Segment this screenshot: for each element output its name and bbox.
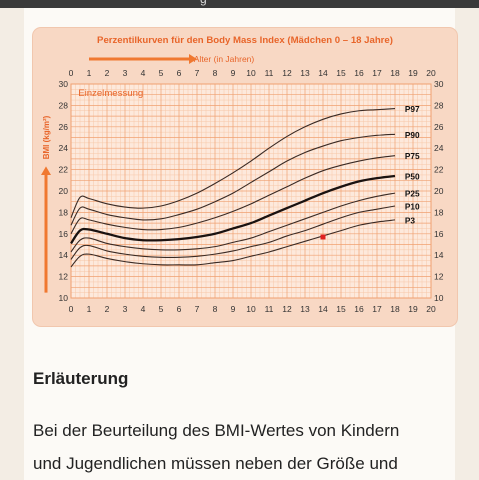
y-tick-label-left: 28: [59, 100, 69, 110]
x-tick-label-top: 18: [390, 68, 400, 78]
chart-title: Perzentilkurven für den Body Mass Index …: [97, 35, 393, 46]
x-tick-label-top: 0: [69, 68, 74, 78]
plot-border: [70, 83, 432, 299]
x-tick-label-bottom: 9: [231, 304, 236, 314]
x-tick-label-bottom: 2: [105, 304, 110, 314]
x-tick-label-top: 11: [265, 68, 274, 78]
series-line-p50: [70, 174, 396, 245]
y-tick-label-right: 18: [434, 207, 444, 217]
x-tick-label-top: 2: [105, 68, 110, 78]
x-tick-label-top: 20: [426, 68, 436, 78]
x-tick-label-bottom: 4: [141, 304, 146, 314]
x-tick-label-bottom: 7: [195, 304, 200, 314]
measurement-marker: [320, 234, 326, 240]
chart-subtitle: Einzelmessung: [78, 88, 143, 99]
y-tick-label-left: 26: [59, 122, 69, 132]
x-tick-label-bottom: 20: [426, 304, 436, 314]
bmi-chart-card: Perzentilkurven für den Body Mass Index …: [33, 28, 457, 326]
series-line-p25: [70, 192, 396, 253]
left-page-edge: [0, 8, 24, 480]
y-tick-label-left: 24: [59, 143, 69, 153]
x-tick-label-top: 1: [87, 68, 92, 78]
x-tick-label-top: 6: [177, 68, 182, 78]
bmi-percentile-chart: Perzentilkurven für den Body Mass Index …: [41, 35, 444, 314]
series-line-p90: [70, 133, 396, 226]
x-tick-label-top: 13: [300, 68, 310, 78]
series-label-p3: P3: [405, 215, 416, 225]
right-page-edge: [455, 8, 479, 480]
x-tick-label-top: 7: [195, 68, 200, 78]
y-tick-label-left: 12: [59, 272, 69, 282]
x-tick-label-bottom: 0: [69, 304, 74, 314]
y-tick-label-right: 24: [434, 143, 444, 153]
y-tick-label-right: 10: [434, 293, 444, 303]
series-line-p97: [70, 108, 396, 218]
x-tick-label-top: 14: [318, 68, 328, 78]
y-tick-label-left: 10: [59, 293, 69, 303]
series-label-p10: P10: [405, 201, 420, 211]
paragraph-line-1: Bei der Beurteilung des BMI-Wertes von K…: [33, 421, 400, 440]
x-tick-label-bottom: 5: [159, 304, 164, 314]
x-tick-label-bottom: 6: [177, 304, 182, 314]
y-tick-label-right: 30: [434, 79, 444, 89]
y-tick-label-left: 14: [59, 250, 69, 260]
x-tick-label-bottom: 13: [300, 304, 310, 314]
y-tick-label-left: 30: [59, 79, 69, 89]
x-tick-label-bottom: 16: [354, 304, 364, 314]
x-tick-label-top: 16: [354, 68, 364, 78]
x-tick-label-bottom: 3: [123, 304, 128, 314]
x-tick-label-top: 4: [141, 68, 146, 78]
series-label-p50: P50: [405, 172, 420, 182]
x-tick-label-top: 12: [282, 68, 292, 78]
paragraph-line-2: und Jugendlichen müssen neben der Größe …: [33, 454, 398, 473]
x-axis-label: Alter (in Jahren): [194, 54, 255, 64]
y-tick-label-left: 18: [59, 207, 69, 217]
y-tick-label-left: 16: [59, 229, 69, 239]
x-tick-label-bottom: 8: [213, 304, 218, 314]
x-tick-label-bottom: 17: [372, 304, 382, 314]
x-tick-label-bottom: 10: [246, 304, 256, 314]
x-tick-label-top: 3: [123, 68, 128, 78]
series-label-p25: P25: [405, 189, 420, 199]
series-line-p10: [70, 205, 396, 260]
series-line-p3: [70, 219, 396, 268]
y-axis-label: BMI (kg/m²): [42, 115, 51, 159]
x-tick-label-top: 8: [213, 68, 218, 78]
top-bar-text: g: [200, 0, 207, 6]
y-tick-label-right: 12: [434, 272, 444, 282]
x-tick-label-bottom: 11: [265, 304, 274, 314]
y-tick-label-right: 22: [434, 165, 444, 175]
x-tick-label-bottom: 18: [390, 304, 400, 314]
section-heading: Erläuterung: [33, 369, 129, 388]
y-tick-label-right: 14: [434, 250, 444, 260]
y-tick-label-right: 16: [434, 229, 444, 239]
y-tick-label-right: 28: [434, 100, 444, 110]
y-tick-label-left: 20: [59, 186, 69, 196]
x-tick-label-bottom: 19: [408, 304, 418, 314]
x-tick-label-top: 5: [159, 68, 164, 78]
y-tick-label-right: 26: [434, 122, 444, 132]
body-paragraph: Bei der Beurteilung des BMI-Wertes von K…: [33, 414, 453, 480]
x-tick-label-top: 19: [408, 68, 418, 78]
x-tick-label-bottom: 1: [87, 304, 92, 314]
series-line-p75: [70, 155, 396, 235]
series-label-p97: P97: [405, 104, 420, 114]
top-bar: g: [0, 0, 479, 8]
x-tick-label-bottom: 15: [336, 304, 346, 314]
x-tick-label-top: 9: [231, 68, 236, 78]
x-tick-label-top: 17: [372, 68, 382, 78]
x-tick-label-bottom: 12: [282, 304, 292, 314]
y-axis-arrow-head: [41, 166, 51, 175]
x-axis-arrow-head: [189, 54, 197, 64]
y-tick-label-right: 20: [434, 186, 444, 196]
series-label-p90: P90: [405, 130, 420, 140]
y-tick-label-left: 22: [59, 165, 69, 175]
x-tick-label-top: 15: [336, 68, 346, 78]
series-label-p75: P75: [405, 151, 420, 161]
x-tick-label-top: 10: [246, 68, 256, 78]
x-tick-label-bottom: 14: [318, 304, 328, 314]
